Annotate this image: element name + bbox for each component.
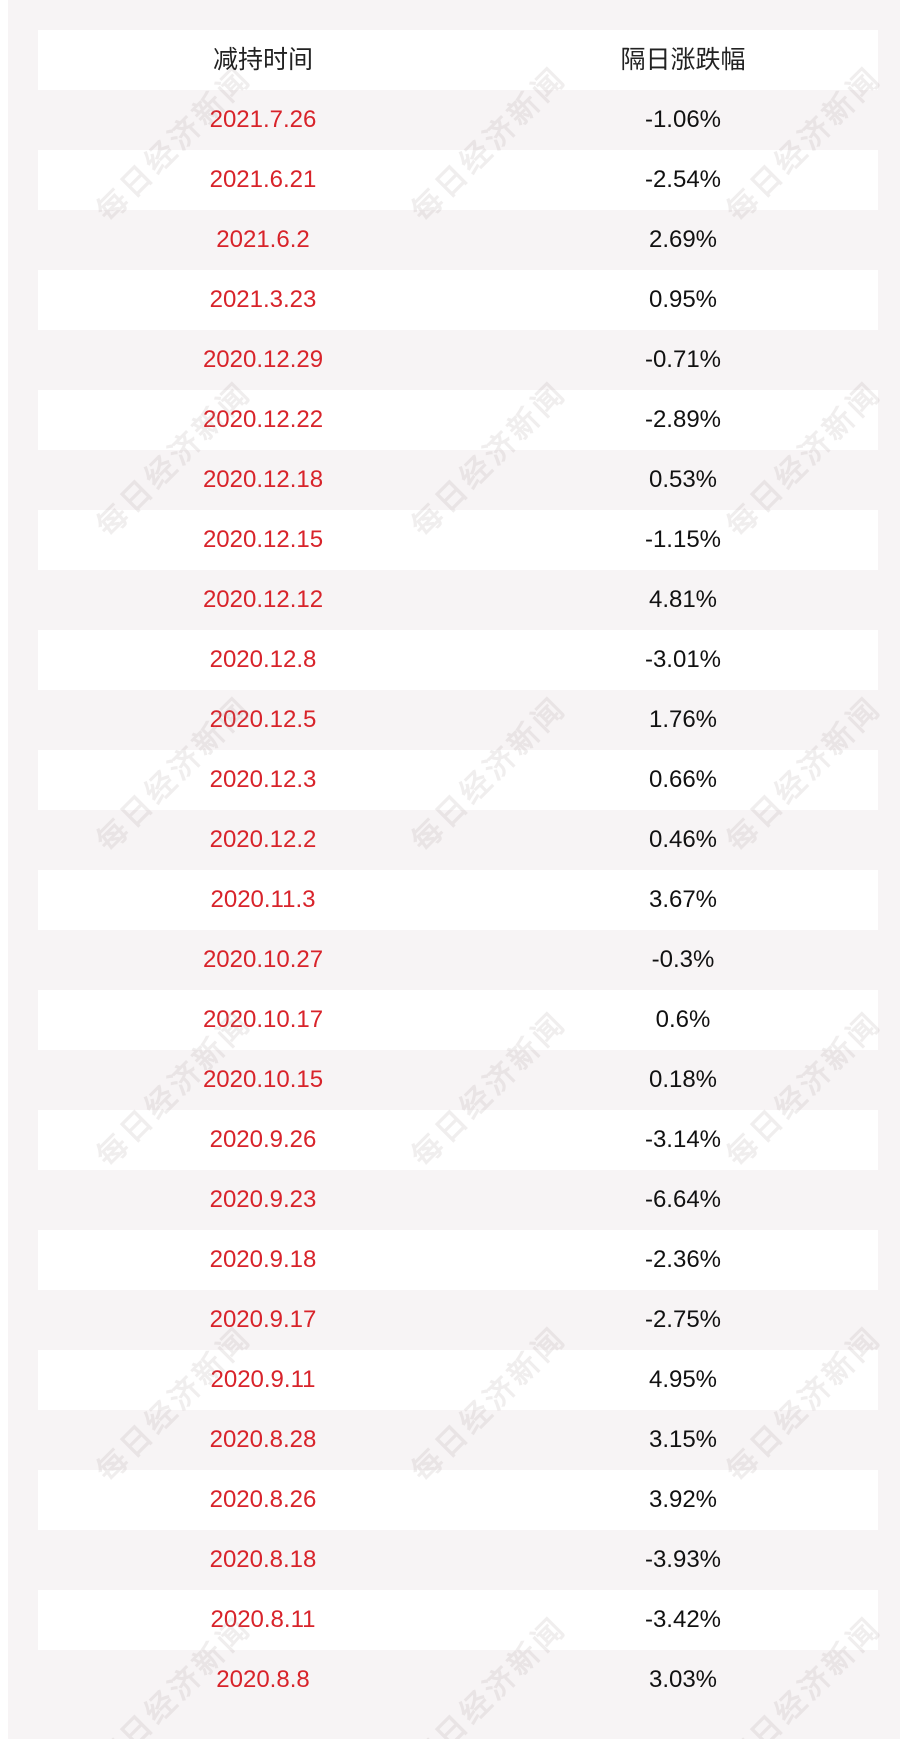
table-row: 2020.9.18 -2.36% — [38, 1230, 878, 1290]
table-row: 2020.11.3 3.67% — [38, 870, 878, 930]
next-day-change: 3.15% — [648, 1426, 718, 1453]
table-row: 2020.9.17 -2.75% — [38, 1290, 878, 1350]
reduction-date: 2020.10.17 — [202, 1006, 324, 1033]
reduction-date: 2020.12.5 — [209, 706, 317, 733]
next-day-change: 0.18% — [648, 1066, 718, 1093]
reduction-date: 2020.12.2 — [209, 826, 317, 853]
next-day-change: -1.15% — [644, 526, 722, 553]
next-day-change: 0.6% — [655, 1006, 711, 1033]
reduction-date: 2020.12.18 — [202, 466, 324, 493]
table-row: 2020.8.26 3.92% — [38, 1470, 878, 1530]
next-day-change: -2.89% — [644, 406, 722, 433]
reduction-date: 2021.3.23 — [209, 286, 317, 313]
reduction-date: 2021.7.26 — [209, 106, 317, 133]
reduction-date: 2021.6.2 — [216, 226, 310, 253]
table-row: 2020.8.8 3.03% — [38, 1650, 878, 1710]
table-row: 2020.12.12 4.81% — [38, 570, 878, 630]
table-row: 2020.9.11 4.95% — [38, 1350, 878, 1410]
table-row: 2020.12.8 -3.01% — [38, 630, 878, 690]
next-day-change: 3.67% — [648, 886, 718, 913]
reduction-date: 2020.9.26 — [209, 1126, 317, 1153]
next-day-change: 4.95% — [648, 1366, 718, 1393]
table-body: 2021.7.26 -1.06% 2021.6.21 -2.54% 2021.6.2 2.… — [38, 90, 878, 1710]
next-day-change: -3.93% — [644, 1546, 722, 1573]
table-row: 2021.7.26 -1.06% — [38, 90, 878, 150]
header-change: 隔日涨跌幅 — [620, 46, 746, 74]
next-day-change: -3.01% — [644, 646, 722, 673]
next-day-change: -1.06% — [644, 106, 722, 133]
reduction-date: 2020.12.15 — [202, 526, 324, 553]
table-row: 2021.6.2 2.69% — [38, 210, 878, 270]
next-day-change: 1.76% — [648, 706, 718, 733]
reduction-date: 2020.9.17 — [209, 1306, 317, 1333]
reduction-date: 2020.12.12 — [202, 586, 324, 613]
reduction-date: 2021.6.21 — [209, 166, 317, 193]
table-row: 2020.12.18 0.53% — [38, 450, 878, 510]
table-row: 2020.10.17 0.6% — [38, 990, 878, 1050]
table-header: 减持时间 隔日涨跌幅 — [38, 30, 878, 90]
next-day-change: 2.69% — [648, 226, 718, 253]
reduction-date: 2020.9.23 — [209, 1186, 317, 1213]
reduction-date: 2020.8.11 — [210, 1606, 316, 1633]
reduction-date: 2020.12.8 — [209, 646, 317, 673]
next-day-change: 0.46% — [648, 826, 718, 853]
reduction-date: 2020.8.26 — [209, 1486, 317, 1513]
next-day-change: 0.95% — [648, 286, 718, 313]
table-row: 2020.9.23 -6.64% — [38, 1170, 878, 1230]
next-day-change: -6.64% — [644, 1186, 722, 1213]
reduction-date: 2020.12.22 — [202, 406, 324, 433]
table-row: 2020.12.5 1.76% — [38, 690, 878, 750]
next-day-change: 3.92% — [648, 1486, 718, 1513]
reduction-date: 2020.10.15 — [202, 1066, 324, 1093]
table-row: 2020.12.22 -2.89% — [38, 390, 878, 450]
table-row: 2020.8.28 3.15% — [38, 1410, 878, 1470]
data-table: 减持时间 隔日涨跌幅 2021.7.26 -1.06% 2021.6.21 -2.54… — [38, 30, 878, 1710]
next-day-change: 0.53% — [648, 466, 718, 493]
table-row: 2021.3.23 0.95% — [38, 270, 878, 330]
table-row: 2020.8.18 -3.93% — [38, 1530, 878, 1590]
reduction-date: 2020.8.18 — [209, 1546, 317, 1573]
next-day-change: -2.36% — [644, 1246, 722, 1273]
table-row: 2020.8.11 -3.42% — [38, 1590, 878, 1650]
next-day-change: -0.3% — [651, 946, 715, 973]
reduction-date: 2020.11.3 — [210, 886, 316, 913]
reduction-date: 2020.9.18 — [209, 1246, 317, 1273]
table-row: 2021.6.21 -2.54% — [38, 150, 878, 210]
table-row: 2020.9.26 -3.14% — [38, 1110, 878, 1170]
next-day-change: -0.71% — [644, 346, 722, 373]
next-day-change: -3.14% — [644, 1126, 722, 1153]
next-day-change: 4.81% — [648, 586, 718, 613]
table-row: 2020.10.15 0.18% — [38, 1050, 878, 1110]
next-day-change: -3.42% — [644, 1606, 722, 1633]
reduction-date: 2020.8.28 — [209, 1426, 317, 1453]
header-date: 减持时间 — [212, 46, 313, 74]
reduction-date: 2020.8.8 — [216, 1666, 310, 1693]
table-row: 2020.12.15 -1.15% — [38, 510, 878, 570]
reduction-date: 2020.12.3 — [209, 766, 317, 793]
reduction-date: 2020.9.11 — [210, 1366, 316, 1393]
table-row: 2020.10.27 -0.3% — [38, 930, 878, 990]
next-day-change: -2.54% — [644, 166, 722, 193]
table-row: 2020.12.2 0.46% — [38, 810, 878, 870]
next-day-change: 3.03% — [648, 1666, 718, 1693]
next-day-change: 0.66% — [648, 766, 718, 793]
table-row: 2020.12.3 0.66% — [38, 750, 878, 810]
next-day-change: -2.75% — [644, 1306, 722, 1333]
reduction-date: 2020.12.29 — [202, 346, 324, 373]
reduction-date: 2020.10.27 — [202, 946, 324, 973]
table-row: 2020.12.29 -0.71% — [38, 330, 878, 390]
